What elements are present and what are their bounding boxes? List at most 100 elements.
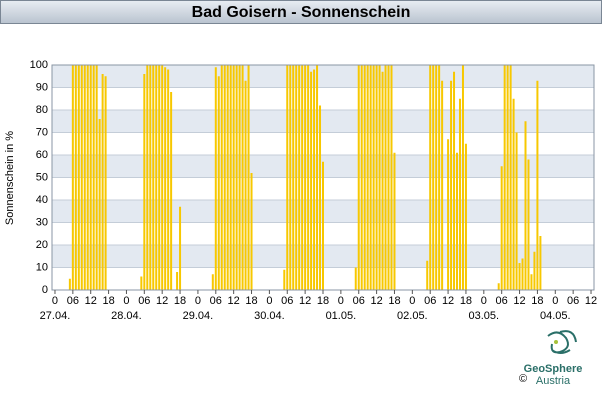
x-tick-label: 06 — [67, 295, 79, 307]
bar — [301, 65, 304, 290]
bar — [250, 173, 253, 290]
y-tick-label: 90 — [36, 81, 48, 93]
bar — [295, 65, 298, 290]
bar — [456, 152, 459, 290]
bar — [316, 65, 319, 290]
bar — [71, 65, 74, 290]
bar — [95, 65, 98, 290]
bar — [98, 119, 101, 290]
bar — [217, 76, 220, 290]
grid-band — [52, 65, 594, 88]
bar — [176, 272, 179, 290]
bar — [211, 274, 214, 290]
logo-name: GeoSphere — [524, 363, 583, 375]
bar — [521, 258, 524, 290]
bar — [232, 65, 235, 290]
bar — [77, 65, 80, 290]
plot-area: 0 10 20 30 40 50 60 70 80 90 100 0 06 12 18 0 06 12 18 0 06 1… — [30, 59, 598, 322]
bar — [283, 269, 286, 290]
bar — [286, 65, 289, 290]
bar — [503, 65, 506, 290]
date-label: 29.04. — [183, 310, 214, 322]
bar — [354, 267, 357, 290]
y-tick-label: 80 — [36, 104, 48, 116]
date-label: 30.04. — [254, 310, 285, 322]
bar — [384, 65, 387, 290]
bar — [152, 65, 155, 290]
bar — [363, 65, 366, 290]
x-tick-label: 12 — [442, 295, 454, 307]
bar — [512, 98, 515, 290]
bar — [464, 143, 467, 290]
date-label: 02.05. — [397, 310, 428, 322]
x-tick-label: 12 — [370, 295, 382, 307]
bar — [289, 65, 292, 290]
bar — [500, 166, 503, 290]
bar — [319, 105, 322, 290]
x-tick-label: 12 — [85, 295, 97, 307]
y-tick-label: 0 — [42, 284, 48, 296]
x-tick-label: 18 — [460, 295, 472, 307]
bar — [372, 65, 375, 290]
bar — [533, 251, 536, 290]
bar — [89, 65, 92, 290]
x-tick-label: 0 — [195, 295, 201, 307]
bar — [539, 236, 542, 290]
bar — [244, 80, 247, 290]
bar — [140, 276, 143, 290]
x-tick-label: 12 — [585, 295, 597, 307]
bar — [509, 65, 512, 290]
x-tick-label: 18 — [317, 295, 329, 307]
bar — [298, 65, 301, 290]
x-tick-label: 06 — [210, 295, 222, 307]
x-tick-label: 0 — [338, 295, 344, 307]
date-label: 27.04. — [40, 310, 71, 322]
copyright: © — [519, 373, 527, 385]
bar — [179, 206, 182, 290]
bar — [220, 65, 223, 290]
x-tick-label: 0 — [552, 295, 558, 307]
bar — [387, 65, 390, 290]
bar — [450, 80, 453, 290]
logo-dot — [554, 340, 558, 344]
bar — [74, 65, 77, 290]
bar — [378, 65, 381, 290]
bar — [453, 71, 456, 290]
chart-title: Bad Goisern - Sonnenschein — [192, 4, 411, 21]
bar — [304, 65, 307, 290]
bar — [527, 159, 530, 290]
x-tick-label: 18 — [531, 295, 543, 307]
bar — [497, 283, 500, 290]
y-tick-label: 40 — [36, 194, 48, 206]
logo-icon — [547, 330, 577, 354]
bar — [247, 65, 250, 290]
bar — [369, 65, 372, 290]
y-tick-label: 50 — [36, 171, 48, 183]
bar — [524, 121, 527, 290]
x-tick-label: 12 — [299, 295, 311, 307]
bar — [432, 65, 435, 290]
bar — [292, 65, 295, 290]
bar — [68, 278, 71, 290]
x-tick-label: 0 — [266, 295, 272, 307]
bar — [536, 80, 539, 290]
logo-sub: Austria — [536, 375, 571, 387]
x-tick-label: 18 — [174, 295, 186, 307]
bar — [307, 65, 310, 290]
bar — [458, 98, 461, 290]
bar — [158, 65, 161, 290]
bar — [83, 65, 86, 290]
bar — [226, 65, 229, 290]
y-tick-label: 30 — [36, 216, 48, 228]
x-tick-label: 06 — [424, 295, 436, 307]
bar — [104, 76, 107, 290]
y-tick-label: 10 — [36, 261, 48, 273]
bar — [155, 65, 158, 290]
date-label: 28.04. — [111, 310, 142, 322]
x-tick-label: 0 — [481, 295, 487, 307]
bar — [214, 67, 217, 290]
bar — [357, 65, 360, 290]
bar — [313, 69, 316, 290]
x-tick-label: 18 — [388, 295, 400, 307]
bar — [360, 65, 363, 290]
